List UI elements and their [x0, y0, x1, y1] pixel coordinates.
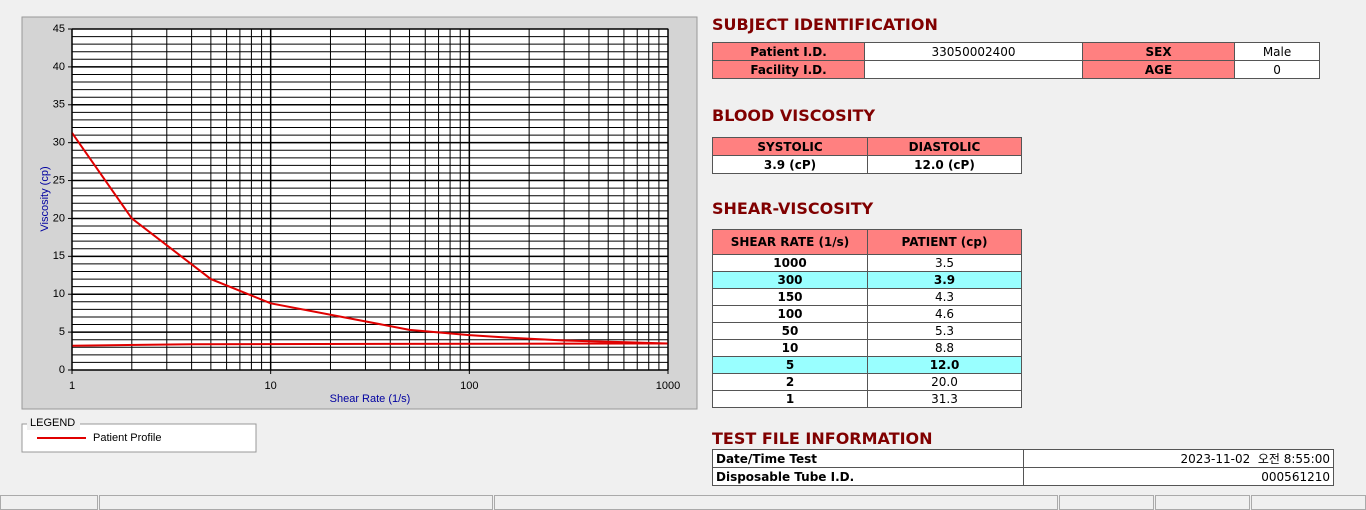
y-tick-label: 35: [53, 99, 65, 111]
legend-label: Patient Profile: [93, 432, 161, 444]
legend-title-bg: [27, 417, 80, 430]
label: Facility I.D.: [712, 60, 865, 79]
section-title: SUBJECT IDENTIFICATION: [712, 15, 938, 34]
marks: [71, 132, 669, 347]
value: 3.9 (cP): [712, 155, 868, 174]
legend-title: LEGEND: [30, 417, 75, 429]
plot-area: [72, 29, 668, 370]
table-row: 2 20.0: [712, 373, 1022, 391]
table-cell: 4.3: [867, 288, 1022, 306]
table-cell: 5: [712, 356, 868, 374]
header: SHEAR RATE (1/s): [712, 229, 868, 255]
table-row: 1000 3.5: [712, 254, 1022, 272]
table-cell: 31.3: [867, 390, 1022, 408]
label: Disposable Tube I.D.: [712, 467, 1024, 486]
y-tick-label: 45: [53, 23, 65, 35]
table-cell: 8.8: [867, 339, 1022, 357]
table-cell: 150: [712, 288, 868, 306]
table-cell: 100: [712, 305, 868, 323]
label: SYSTOLIC: [712, 137, 868, 156]
plot-frame: [71, 28, 669, 371]
blood-table: SYSTOLIC DIASTOLIC 3.9 (cP) 12.0 (cP): [712, 137, 1022, 174]
table-cell: 20.0: [867, 373, 1022, 391]
x-axis-title: Shear Rate (1/s): [330, 393, 411, 405]
table-row: 150 4.3: [712, 288, 1022, 306]
label: SEX: [1082, 42, 1236, 61]
value: 33050002400: [863, 42, 1084, 61]
value: 000561210: [1023, 467, 1334, 486]
x-tick-label: 1: [69, 380, 75, 392]
grid: [71, 28, 669, 371]
value: [863, 60, 1084, 79]
table-row: 5 12.0: [712, 356, 1022, 374]
subject-table: Patient I.D. 33050002400 SEX Male Facility …: [712, 42, 1320, 79]
y-tick-label: 30: [53, 137, 65, 149]
table-row: 1 31.3: [712, 390, 1022, 408]
y-tick-label: 40: [53, 61, 65, 73]
table-cell: 3.9: [867, 271, 1022, 289]
label: Date/Time Test: [712, 449, 1024, 468]
table-cell: 50: [712, 322, 868, 340]
table-cell: 1: [712, 390, 868, 408]
y-tick-label: 5: [59, 326, 65, 338]
y-tick-label: 25: [53, 174, 65, 186]
section-title: BLOOD VISCOSITY: [712, 106, 876, 125]
value: 2023-11-02 오전 8:55:00: [1023, 449, 1334, 468]
table-row: 300 3.9: [712, 271, 1022, 289]
y-tick-label: 15: [53, 250, 65, 262]
y-axis-title: Viscosity (cp): [39, 166, 51, 231]
series-line: [71, 342, 669, 347]
value: 0: [1234, 60, 1320, 79]
file-table: Date/Time Test 2023-11-02 오전 8:55:00 Disp…: [712, 449, 1334, 486]
y-tick-label: 10: [53, 288, 65, 300]
table-row: 100 4.6: [712, 305, 1022, 323]
label: DIASTOLIC: [867, 137, 1022, 156]
table-cell: 300: [712, 271, 868, 289]
x-tick-label: 100: [460, 380, 478, 392]
label: Patient I.D.: [712, 42, 865, 61]
table-cell: 12.0: [867, 356, 1022, 374]
x-tick-label: 10: [265, 380, 277, 392]
table-cell: 2: [712, 373, 868, 391]
section-title: SHEAR-VISCOSITY: [712, 199, 874, 218]
y-tick-label: 0: [59, 364, 65, 376]
x-tick-label: 1000: [656, 380, 680, 392]
table-row: 50 5.3: [712, 322, 1022, 340]
header: PATIENT (cp): [867, 229, 1022, 255]
table-cell: 5.3: [867, 322, 1022, 340]
table-cell: 1000: [712, 254, 868, 272]
table-cell: 3.5: [867, 254, 1022, 272]
shear-table: SHEAR RATE (1/s) PATIENT (cp) 1000 3.5 300 3…: [712, 229, 1022, 408]
table-cell: 10: [712, 339, 868, 357]
table-row: 10 8.8: [712, 339, 1022, 357]
table-cell: 4.6: [867, 305, 1022, 323]
label: AGE: [1082, 60, 1236, 79]
value: Male: [1234, 42, 1320, 61]
series-line: [71, 132, 669, 345]
y-tick-label: 20: [53, 212, 65, 224]
section-title: TEST FILE INFORMATION: [712, 429, 933, 448]
value: 12.0 (cP): [867, 155, 1022, 174]
